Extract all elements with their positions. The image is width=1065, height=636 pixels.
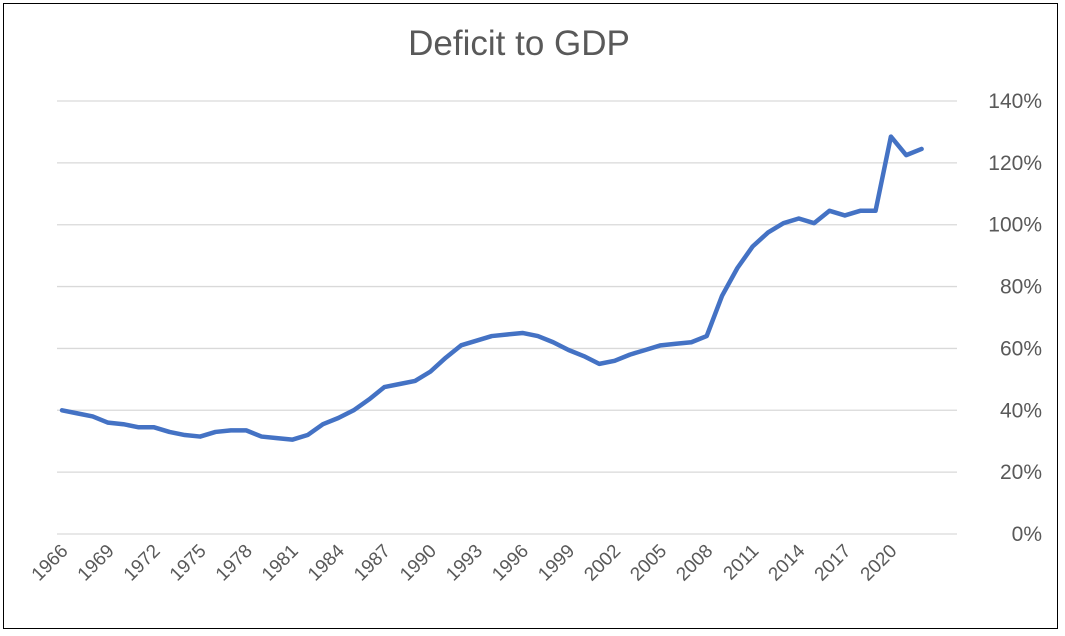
y-tick-label: 100% bbox=[988, 214, 1042, 237]
series-line-0 bbox=[59, 134, 924, 442]
x-tick-label: 1987 bbox=[350, 541, 395, 586]
x-tick-label: 1966 bbox=[28, 541, 73, 586]
x-tick-label: 1975 bbox=[166, 541, 211, 586]
x-tick-label: 1996 bbox=[488, 541, 533, 586]
y-tick-label: 40% bbox=[1000, 399, 1042, 422]
x-axis-tick-labels: 1966 1969 1972 1975 1978 1981 1984 1987 1990 1993… bbox=[28, 540, 902, 585]
x-tick-label: 2017 bbox=[811, 541, 856, 586]
x-tick-label: 1999 bbox=[534, 541, 579, 586]
x-tick-label: 1984 bbox=[304, 540, 349, 585]
y-tick-label: 0% bbox=[1012, 523, 1042, 546]
y-tick-label: 20% bbox=[1000, 461, 1042, 484]
x-tick-label: 1990 bbox=[396, 541, 441, 586]
x-tick-label: 1969 bbox=[74, 541, 119, 586]
y-tick-label: 60% bbox=[1000, 337, 1042, 360]
x-tick-label: 2005 bbox=[626, 541, 671, 586]
y-tick-label: 120% bbox=[988, 152, 1042, 175]
chart-title: Deficit to GDP bbox=[408, 24, 630, 63]
chart-frame bbox=[3, 3, 1058, 629]
x-tick-label: 1981 bbox=[258, 541, 303, 586]
x-tick-label: 1972 bbox=[120, 541, 165, 586]
x-tick-label: 2014 bbox=[765, 540, 810, 585]
x-tick-label: 1993 bbox=[442, 541, 487, 586]
y-axis-tick-labels: 0% 20% 40% 60% 80% 100% 120% 140% bbox=[988, 90, 1042, 546]
x-tick-label: 2011 bbox=[720, 541, 764, 585]
x-tick-label: 2008 bbox=[672, 541, 717, 586]
series-group bbox=[59, 134, 924, 442]
y-tick-label: 140% bbox=[988, 90, 1042, 113]
y-tick-label: 80% bbox=[1000, 276, 1042, 299]
x-tick-label: 1978 bbox=[212, 541, 257, 586]
x-tick-label: 2020 bbox=[857, 541, 902, 586]
gridlines bbox=[57, 100, 957, 535]
x-tick-label: 2002 bbox=[580, 541, 625, 586]
